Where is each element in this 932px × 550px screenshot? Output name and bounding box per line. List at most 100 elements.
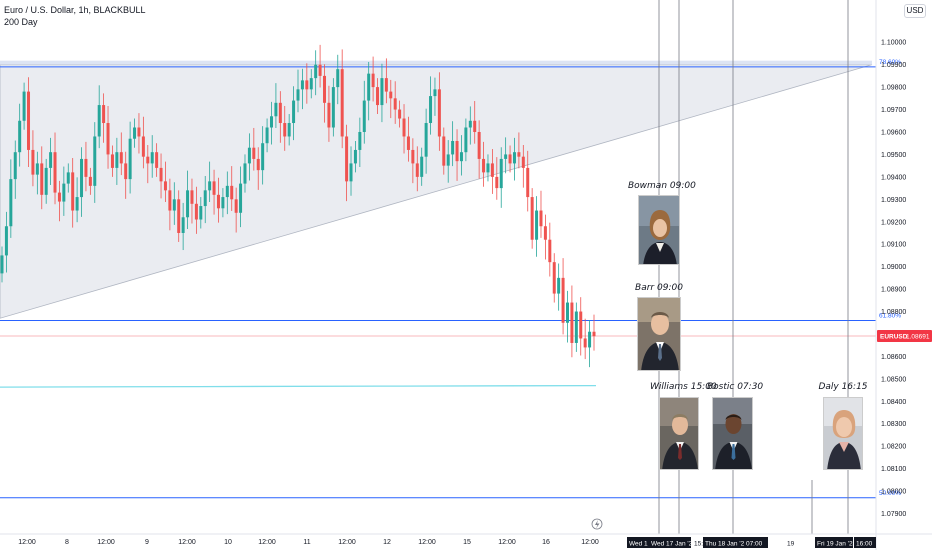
- candle[interactable]: [490, 163, 494, 177]
- candle[interactable]: [4, 226, 8, 256]
- candle[interactable]: [592, 331, 596, 337]
- candle[interactable]: [406, 136, 410, 150]
- candle[interactable]: [552, 262, 556, 294]
- candle[interactable]: [128, 138, 132, 180]
- candle[interactable]: [468, 120, 472, 128]
- candle[interactable]: [93, 136, 97, 186]
- candle[interactable]: [106, 123, 110, 155]
- candle[interactable]: [124, 163, 128, 180]
- candle[interactable]: [212, 181, 216, 195]
- candle[interactable]: [159, 167, 163, 182]
- candle[interactable]: [314, 64, 318, 79]
- candle[interactable]: [247, 147, 251, 164]
- candle[interactable]: [358, 131, 362, 150]
- candle[interactable]: [429, 96, 433, 124]
- candle[interactable]: [53, 152, 57, 193]
- candle[interactable]: [548, 239, 552, 263]
- candle[interactable]: [530, 197, 534, 240]
- candle[interactable]: [499, 158, 503, 189]
- candle[interactable]: [168, 190, 172, 211]
- candle[interactable]: [300, 80, 304, 90]
- candle[interactable]: [133, 127, 137, 139]
- candle[interactable]: [177, 199, 181, 233]
- candle[interactable]: [415, 163, 419, 177]
- candle[interactable]: [71, 172, 75, 211]
- candle[interactable]: [216, 194, 220, 209]
- candle[interactable]: [230, 185, 234, 200]
- candle[interactable]: [543, 226, 547, 240]
- candle[interactable]: [451, 140, 455, 155]
- candle[interactable]: [512, 152, 516, 164]
- candle[interactable]: [22, 91, 26, 121]
- candle[interactable]: [504, 154, 508, 159]
- candle[interactable]: [278, 102, 282, 124]
- candle[interactable]: [199, 206, 203, 220]
- candle[interactable]: [243, 163, 247, 184]
- candle[interactable]: [424, 123, 428, 157]
- candle[interactable]: [102, 105, 106, 124]
- indicator-title[interactable]: 200 Day: [4, 17, 38, 27]
- candle[interactable]: [464, 127, 468, 153]
- candle[interactable]: [433, 89, 437, 97]
- candle[interactable]: [203, 190, 207, 207]
- candle[interactable]: [225, 185, 229, 198]
- candle[interactable]: [336, 69, 340, 88]
- candle[interactable]: [402, 118, 406, 137]
- candle[interactable]: [172, 199, 176, 211]
- candle[interactable]: [557, 277, 561, 294]
- candle[interactable]: [274, 102, 278, 117]
- candle[interactable]: [508, 154, 512, 164]
- candle[interactable]: [194, 203, 198, 220]
- candle[interactable]: [521, 156, 525, 168]
- candle[interactable]: [318, 64, 322, 76]
- candle[interactable]: [411, 149, 415, 164]
- candle[interactable]: [31, 149, 35, 175]
- candle[interactable]: [583, 338, 587, 348]
- candle[interactable]: [482, 158, 486, 173]
- candle[interactable]: [119, 152, 123, 164]
- candle[interactable]: [459, 152, 463, 162]
- candle[interactable]: [13, 152, 17, 180]
- candle[interactable]: [88, 176, 92, 186]
- candle[interactable]: [9, 179, 13, 227]
- candle[interactable]: [495, 176, 499, 189]
- candle[interactable]: [588, 331, 592, 348]
- moving-average-line[interactable]: [0, 384, 597, 388]
- candle[interactable]: [389, 91, 393, 99]
- candle[interactable]: [239, 183, 243, 213]
- candle[interactable]: [234, 199, 238, 213]
- candle[interactable]: [362, 100, 366, 132]
- candle[interactable]: [349, 163, 353, 182]
- candle[interactable]: [0, 255, 4, 274]
- candle[interactable]: [561, 277, 565, 323]
- candle[interactable]: [420, 156, 424, 177]
- candle[interactable]: [398, 109, 402, 119]
- symbol-title[interactable]: Euro / U.S. Dollar, 1h, BLACKBULL: [4, 5, 146, 15]
- candle[interactable]: [371, 73, 375, 88]
- candle[interactable]: [18, 120, 22, 153]
- candle[interactable]: [115, 152, 119, 168]
- currency-button[interactable]: USD: [904, 4, 926, 18]
- candle[interactable]: [331, 87, 335, 128]
- candle[interactable]: [376, 87, 380, 106]
- candle[interactable]: [305, 80, 309, 90]
- candle[interactable]: [296, 89, 300, 101]
- candle[interactable]: [455, 140, 459, 162]
- candle[interactable]: [393, 98, 397, 110]
- candle[interactable]: [526, 167, 530, 198]
- candle[interactable]: [486, 163, 490, 173]
- candle[interactable]: [535, 210, 539, 240]
- candle[interactable]: [155, 152, 159, 168]
- candle[interactable]: [442, 136, 446, 166]
- candle[interactable]: [384, 78, 388, 92]
- candle[interactable]: [66, 172, 70, 184]
- candle[interactable]: [261, 143, 265, 171]
- candle[interactable]: [190, 190, 194, 204]
- candle[interactable]: [150, 152, 154, 164]
- candle[interactable]: [292, 100, 296, 124]
- candle[interactable]: [327, 102, 331, 128]
- candle[interactable]: [539, 210, 543, 227]
- candle[interactable]: [146, 156, 150, 164]
- candle[interactable]: [517, 152, 521, 157]
